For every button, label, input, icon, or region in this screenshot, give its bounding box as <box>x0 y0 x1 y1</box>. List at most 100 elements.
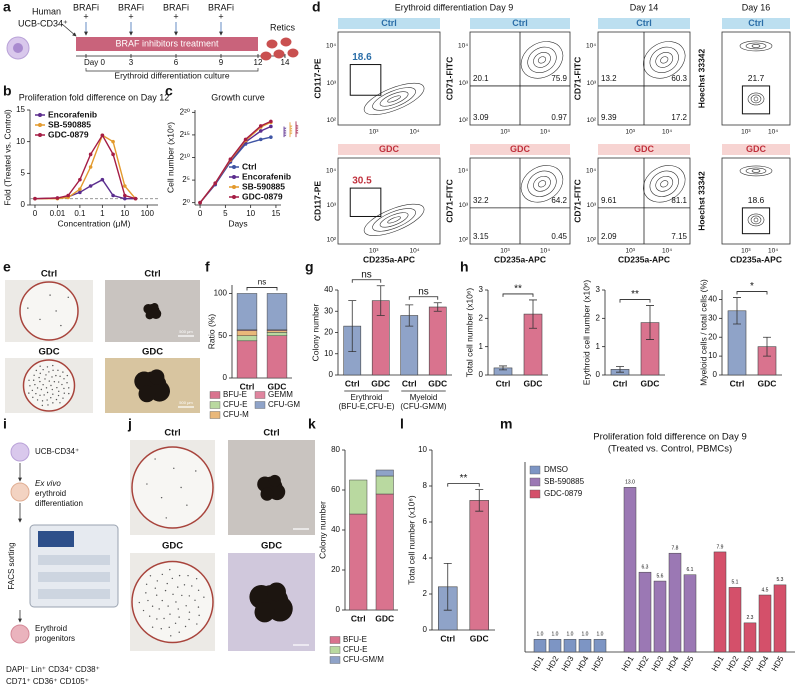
sig-bracket <box>246 287 278 291</box>
bar <box>533 639 547 653</box>
error-bar <box>348 300 357 353</box>
point <box>269 124 273 129</box>
y-axis-label: CD71-FITC <box>444 57 454 100</box>
x-tick-label: 5 <box>223 209 228 218</box>
legend-label: GDC-0879 <box>544 489 583 498</box>
x-tick-label: 10³ <box>625 129 635 136</box>
point <box>111 152 115 157</box>
point <box>198 200 202 205</box>
legend-swatch <box>209 411 221 419</box>
y-tick-label: 4 <box>423 553 428 562</box>
x-tick-label: 10⁴ <box>540 248 550 255</box>
chart-subtitle: (Treated vs. Control, PBMCs) <box>608 444 732 455</box>
sig-bracket <box>736 291 768 295</box>
quadrant-value: 2.09 <box>601 232 617 241</box>
step-label: progenitors <box>35 634 75 643</box>
group-banner-label: Ctrl <box>748 18 764 28</box>
y-tick-label: 5 <box>21 168 26 177</box>
colony <box>49 294 51 296</box>
cell-cluster <box>268 474 281 487</box>
point <box>133 196 138 201</box>
colony <box>39 380 41 383</box>
x-axis-label: Concentration (μM) <box>58 218 131 228</box>
x-tick-label: 10³ <box>741 129 751 136</box>
group-banner <box>722 144 790 155</box>
contour <box>533 52 551 68</box>
image-label: GDC <box>261 541 282 552</box>
legend-marker <box>232 195 236 199</box>
y-tick-label: 10⁴ <box>586 43 596 50</box>
sig-label: **** <box>297 124 303 134</box>
quadrant-value: 32.2 <box>473 196 489 205</box>
panel-label: k <box>308 416 316 432</box>
y-tick-label: 10 <box>324 349 333 358</box>
y-tick-label: 2 <box>423 589 428 598</box>
x-tick-label: 0 <box>198 209 203 218</box>
contour <box>379 212 409 228</box>
x-tick-label: 100 <box>141 209 155 218</box>
bar-segment <box>375 475 394 495</box>
x-tick-label: GDC <box>758 378 777 388</box>
bar <box>638 571 652 653</box>
colony <box>46 366 49 368</box>
day-label: 12 <box>254 58 263 67</box>
quadrant-value: 9.39 <box>601 113 617 122</box>
y-tick-label: 10³ <box>327 202 337 209</box>
colony <box>191 585 193 587</box>
colony <box>194 599 196 601</box>
cell-icon <box>10 624 30 644</box>
x-axis-label: CD235a-APC <box>618 254 670 264</box>
colony <box>55 310 57 312</box>
contour <box>520 165 564 203</box>
colony <box>34 383 36 386</box>
legend-marker <box>232 175 236 179</box>
colony <box>51 376 53 378</box>
y-tick-label: 10² <box>327 236 337 243</box>
image-label: Ctrl <box>263 428 279 439</box>
x-tick-label: HD5 <box>770 654 786 673</box>
x-tick-label: Ctrl <box>402 378 417 388</box>
legend-label: GDC-0879 <box>48 129 89 139</box>
contour <box>747 92 765 106</box>
value-label: 5.6 <box>657 573 664 579</box>
colony <box>173 467 175 469</box>
bar-segment <box>236 335 258 342</box>
product-label: Retics <box>270 22 296 32</box>
cell-cluster <box>149 369 165 385</box>
x-tick-label: 0.01 <box>50 209 66 218</box>
bar <box>623 487 637 653</box>
x-tick-label: HD3 <box>740 654 756 673</box>
colony <box>188 618 190 621</box>
cell-icon <box>10 442 30 462</box>
x-tick-label: 10³ <box>369 248 379 255</box>
y-tick-label: 0 <box>596 370 601 379</box>
y-axis-label: CD117-PE <box>312 58 322 98</box>
contour <box>739 165 773 177</box>
gate-value: 18.6 <box>352 52 372 63</box>
sig-label: ** <box>460 473 468 484</box>
colony <box>164 589 167 592</box>
colony <box>147 599 149 602</box>
image-label: Ctrl <box>144 269 160 280</box>
x-tick-label: HD2 <box>725 654 741 673</box>
day-label: 9 <box>219 58 224 67</box>
legend-marker <box>232 165 236 169</box>
sig-bracket <box>619 299 651 303</box>
colony <box>183 584 186 586</box>
dish <box>19 281 79 341</box>
colony <box>32 379 35 381</box>
contour <box>745 167 767 175</box>
contour <box>745 42 767 50</box>
value-label: 13.0 <box>625 480 635 486</box>
colony <box>59 402 61 404</box>
colony <box>32 396 34 399</box>
value-label: 7.8 <box>672 546 679 552</box>
error-bar <box>616 366 624 373</box>
colony <box>46 391 49 394</box>
legend-label: DMSO <box>544 465 568 474</box>
bar <box>713 551 727 653</box>
group-banner <box>338 144 440 155</box>
legend-swatch <box>254 391 266 399</box>
y-axis-label: Fold (Treated vs. Control) <box>2 109 12 206</box>
point <box>111 139 115 144</box>
